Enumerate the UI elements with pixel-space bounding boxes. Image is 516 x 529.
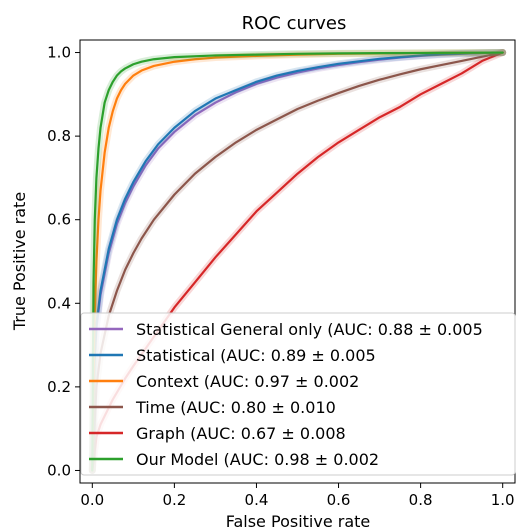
x-axis-label: False Positive rate (226, 512, 371, 529)
y-tick-label: 0.2 (47, 378, 71, 396)
legend-label: Statistical General only (AUC: 0.88 ± 0.… (136, 320, 483, 339)
x-tick-label: 0.2 (162, 491, 186, 509)
legend-label: Context (AUC: 0.97 ± 0.002 (136, 372, 359, 391)
series-line-3 (91, 51, 504, 472)
plot-frame (79, 39, 516, 484)
y-tick-label: 0.6 (47, 211, 71, 229)
y-axis-label: True Positive rate (10, 192, 29, 331)
legend-box (80, 312, 516, 476)
legend-label: Our Model (AUC: 0.98 ± 0.002 (136, 450, 379, 469)
legend-label: Graph (AUC: 0.67 ± 0.008 (136, 424, 346, 443)
legend-label: Time (AUC: 0.80 ± 0.010 (135, 398, 336, 417)
x-tick-label: 0.8 (409, 491, 433, 509)
legend: Statistical General only (AUC: 0.88 ± 0.… (80, 312, 516, 476)
x-tick-label: 0.6 (327, 491, 351, 509)
y-tick-label: 0.0 (47, 461, 71, 479)
x-tick-label: 1.0 (491, 491, 515, 509)
x-tick-label: 0.4 (245, 491, 269, 509)
series-line-5 (91, 51, 504, 472)
x-tick-label: 0.0 (80, 491, 104, 509)
legend-label: Statistical (AUC: 0.89 ± 0.005 (136, 346, 376, 365)
y-tick-label: 0.4 (47, 294, 71, 312)
y-tick-label: 1.0 (47, 44, 71, 62)
series-line-1 (91, 51, 504, 472)
y-tick-label: 0.8 (47, 127, 71, 145)
chart-title: ROC curves (242, 13, 347, 34)
